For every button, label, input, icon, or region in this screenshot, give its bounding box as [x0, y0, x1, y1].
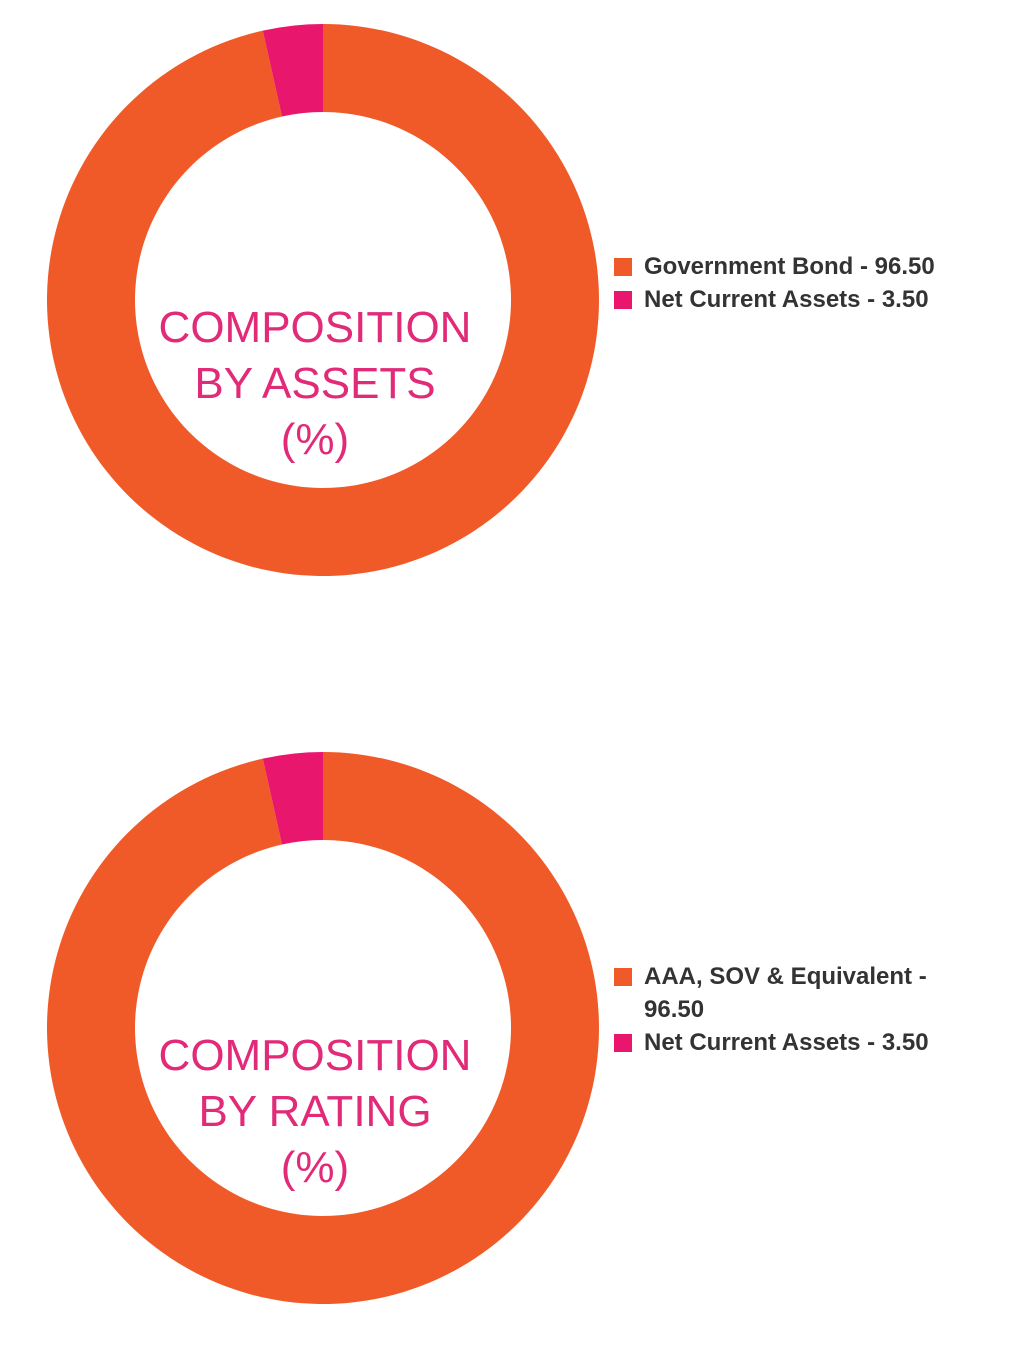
- legend-item-government-bond: Government Bond - 96.50: [614, 250, 974, 283]
- slice-net-current-assets: [262, 752, 323, 845]
- legend-swatch-net-current-assets: [614, 291, 632, 309]
- legend-label-government-bond: Government Bond - 96.50: [644, 253, 935, 280]
- legend-item-net-current-assets-rating: Net Current Assets - 3.50: [614, 1026, 974, 1059]
- assets-title-line-3: (%): [280, 415, 350, 464]
- legend-label-aaa-sov-equivalent: AAA, SOV & Equivalent - 96.50: [644, 963, 927, 1023]
- legend-swatch-aaa-sov-equivalent: [614, 968, 632, 986]
- legend-item-net-current-assets: Net Current Assets - 3.50: [614, 283, 974, 316]
- slice-government-bond: [47, 24, 600, 576]
- assets-composition-chart: COMPOSITION BY ASSETS (%) Government Bon…: [0, 22, 1027, 582]
- rating-title-line-1: COMPOSITION: [158, 1031, 472, 1080]
- rating-chart-title: COMPOSITION BY RATING (%): [135, 1028, 495, 1196]
- rating-donut-svg: [47, 752, 600, 1304]
- legend-label-net-current-assets: Net Current Assets - 3.50: [644, 286, 929, 313]
- assets-donut-svg: [47, 24, 600, 576]
- legend-swatch-government-bond: [614, 258, 632, 276]
- rating-title-line-3: (%): [280, 1143, 350, 1192]
- legend-swatch-net-current-assets-rating: [614, 1034, 632, 1052]
- assets-title-line-1: COMPOSITION: [158, 303, 472, 352]
- slice-net-current-assets: [262, 24, 323, 117]
- assets-title-line-2: BY ASSETS: [194, 359, 436, 408]
- legend-label-net-current-assets-rating: Net Current Assets - 3.50: [644, 1029, 929, 1056]
- rating-legend: AAA, SOV & Equivalent - 96.50 Net Curren…: [614, 960, 974, 1059]
- legend-item-aaa-sov-equivalent: AAA, SOV & Equivalent - 96.50: [614, 960, 974, 1026]
- rating-composition-chart: COMPOSITION BY RATING (%) AAA, SOV & Equ…: [0, 750, 1027, 1310]
- assets-donut: [45, 22, 601, 578]
- rating-title-line-2: BY RATING: [198, 1087, 432, 1136]
- slice-aaa-sov-equivalent: [47, 752, 600, 1304]
- assets-chart-title: COMPOSITION BY ASSETS (%): [135, 300, 495, 468]
- rating-donut: [45, 750, 601, 1306]
- assets-legend: Government Bond - 96.50 Net Current Asse…: [614, 250, 974, 316]
